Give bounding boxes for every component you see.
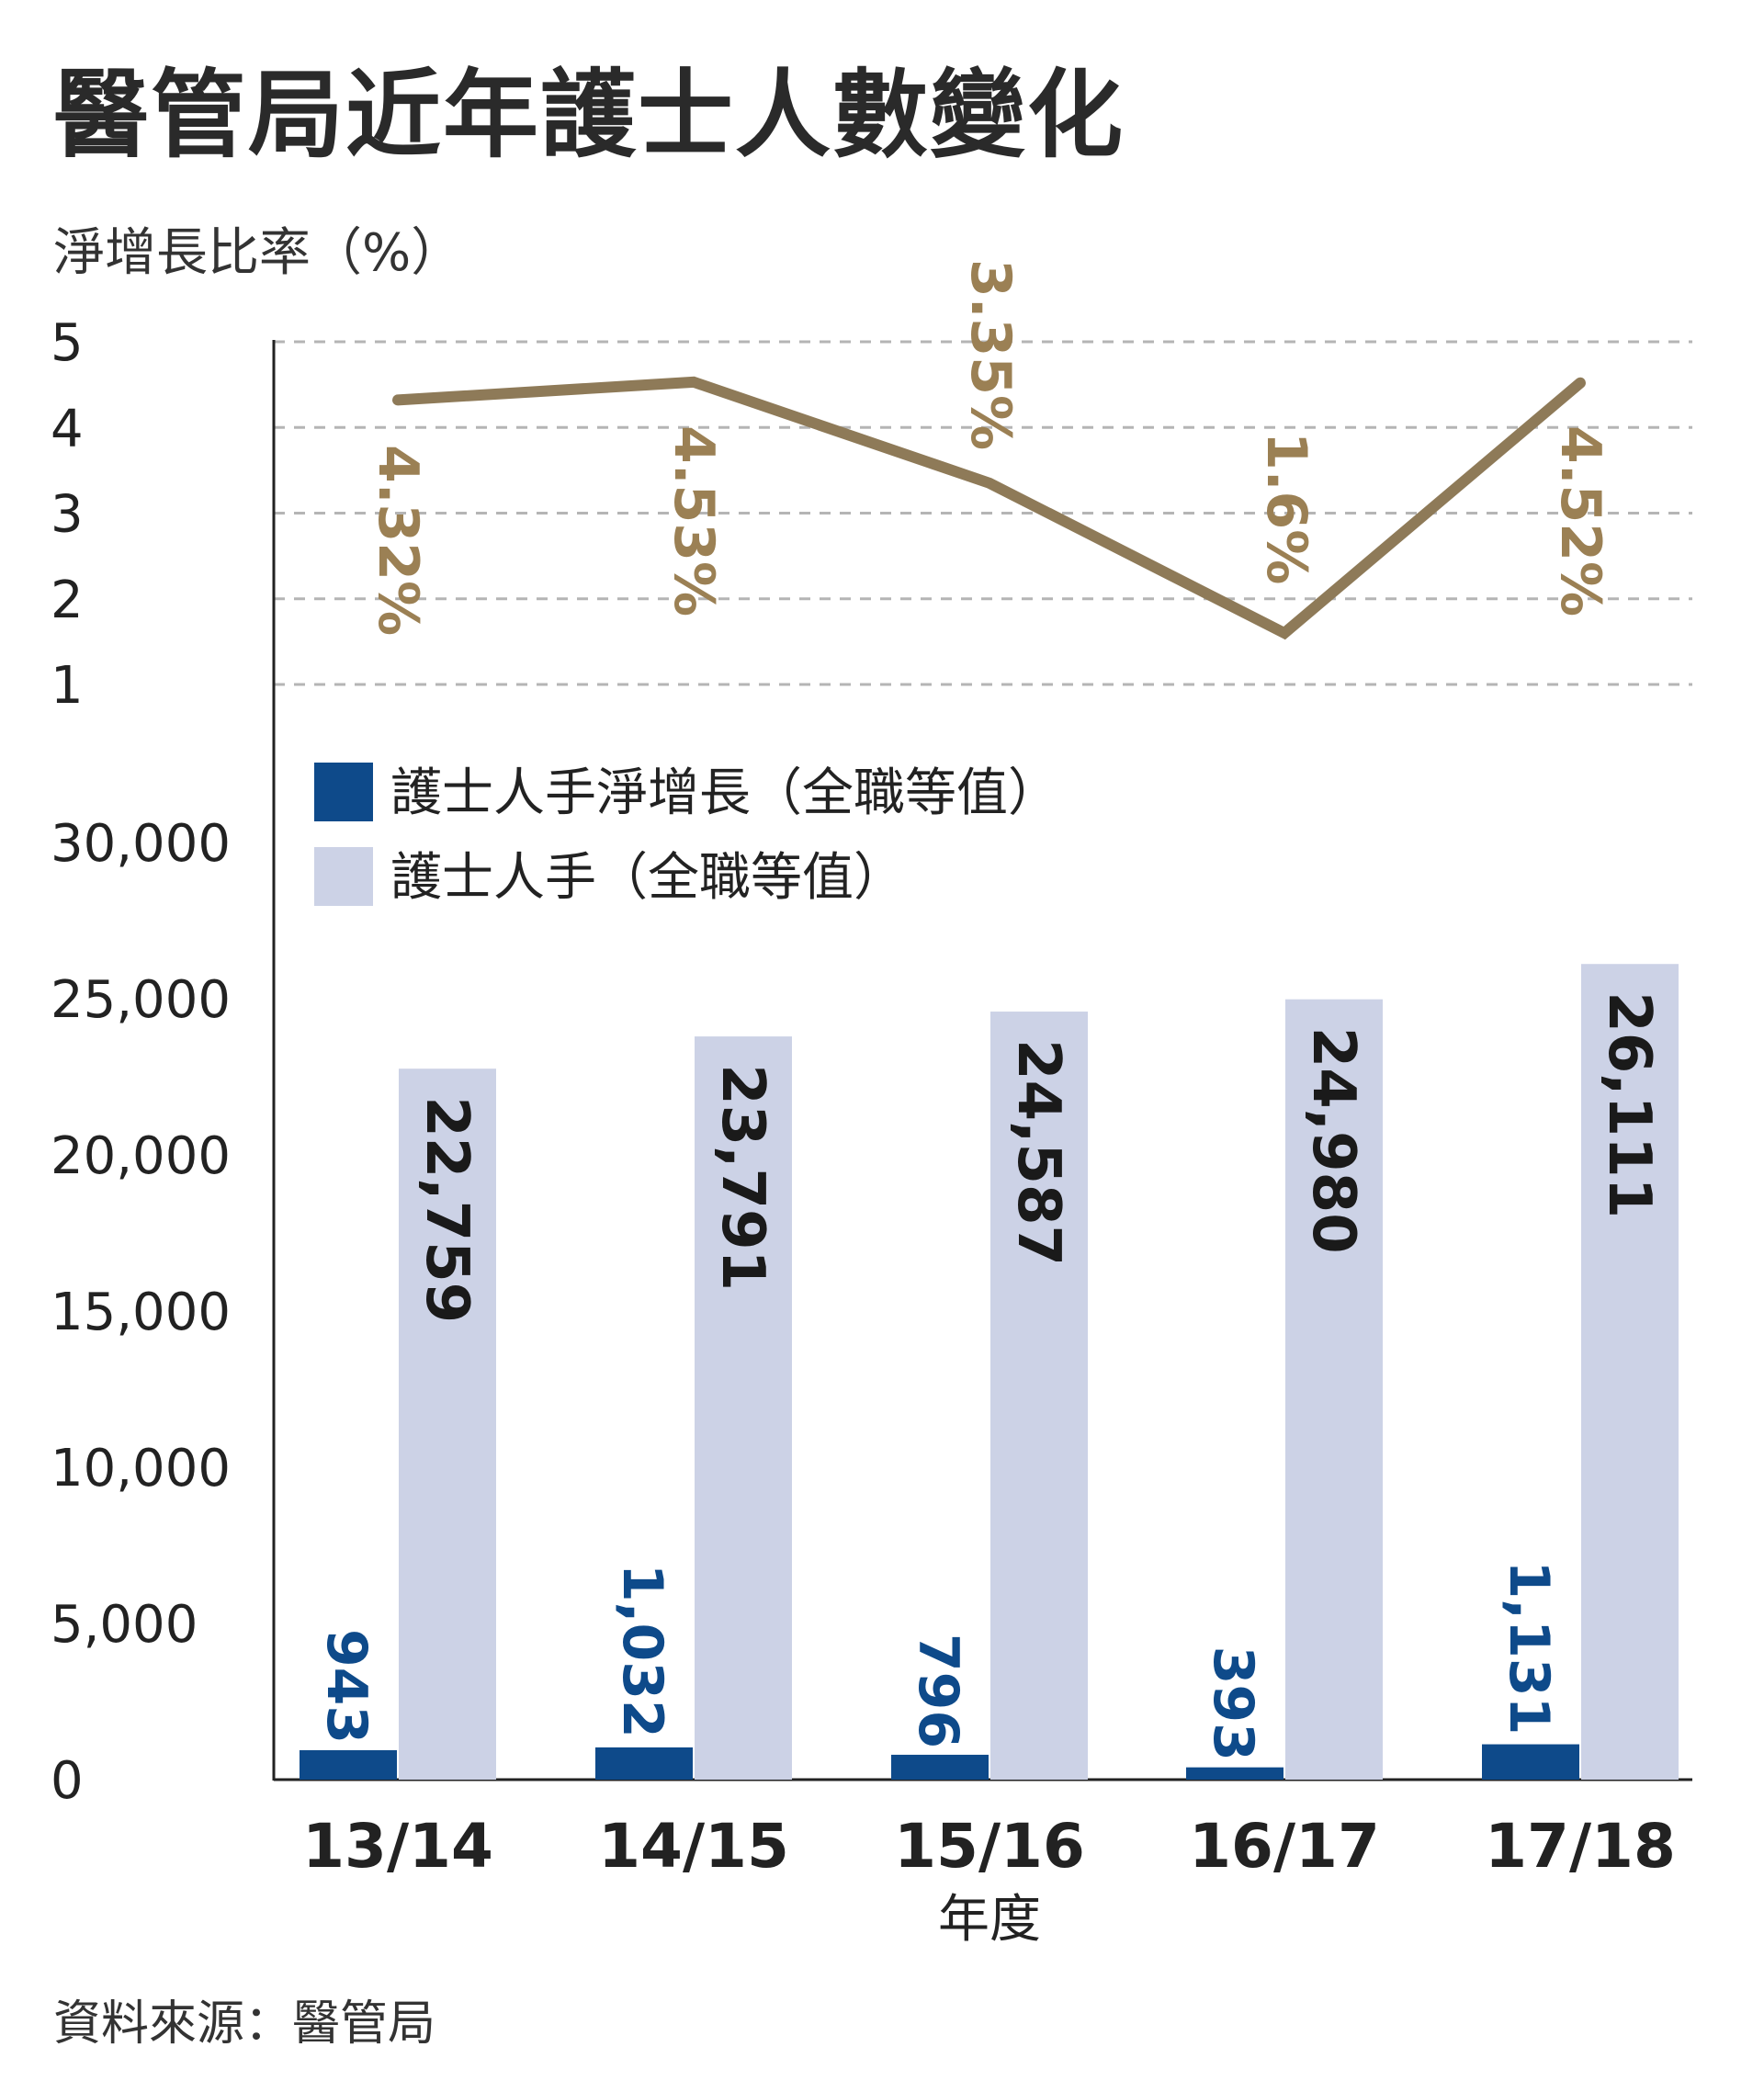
x-tick-label: 15/16 [894,1811,1085,1882]
legend-swatch-net [314,763,373,821]
bar-total-value-label: 24,587 [1004,1039,1072,1266]
bar-y-tick-label: 10,000 [51,1439,231,1498]
rate-line-point [989,481,990,484]
bar-total-nurses [695,1036,792,1780]
rate-line-point [693,380,695,383]
bar-y-tick-label: 0 [51,1751,84,1811]
bar-y-tick-label: 15,000 [51,1283,231,1342]
bar-total-nurses [1285,999,1383,1780]
rate-value-label: 1.6% [1254,432,1318,584]
x-tick-label: 17/18 [1485,1811,1676,1882]
line-y-tick-label: 3 [51,485,84,545]
line-y-tick-label: 5 [51,313,84,373]
chart-title: 醫管局近年護士人數變化 [53,59,1125,171]
rate-line-point [1579,381,1581,384]
rate-value-label: 3.35% [958,259,1023,450]
bar-net-growth [1186,1767,1283,1780]
bar-net-value-label: 796 [906,1634,970,1748]
x-axis-label: 年度 [938,1890,1041,1950]
bar-y-tick-label: 30,000 [51,814,231,874]
x-tick-label: 14/15 [598,1811,789,1882]
legend-label-total: 護士人手（全職等值） [390,848,905,908]
bar-net-value-label: 1,032 [610,1564,674,1738]
bar-y-tick-label: 20,000 [51,1126,231,1186]
bar-total-value-label: 22,759 [413,1096,481,1323]
line-y-tick-label: 2 [51,571,84,630]
rate-line-point [1283,632,1285,635]
bar-y-tick-label: 25,000 [51,970,231,1030]
bar-net-value-label: 1,131 [1497,1561,1561,1736]
line-y-axis-label: 淨增長比率（%） [53,223,463,283]
line-y-tick-label: 1 [51,656,84,716]
bar-total-value-label: 23,791 [708,1064,776,1291]
bar-net-growth [595,1747,693,1780]
bar-total-value-label: 24,980 [1299,1027,1367,1254]
bar-total-value-label: 26,111 [1595,991,1663,1218]
rate-value-label: 4.53% [662,425,726,616]
bar-total-nurses [1581,964,1679,1780]
bar-total-nurses [399,1069,496,1780]
bar-net-growth [1482,1744,1579,1780]
bar-net-growth [300,1749,397,1780]
legend-swatch-total [314,847,373,906]
rate-value-label: 4.52% [1548,425,1612,616]
legend-label-net: 護士人手淨增長（全職等值） [390,763,1059,823]
line-y-tick-label: 4 [51,399,84,458]
x-tick-label: 13/14 [302,1811,493,1882]
source-note: 資料來源：醫管局 [53,1996,436,2052]
bar-y-tick-label: 5,000 [51,1595,198,1655]
bar-total-nurses [990,1012,1088,1780]
rate-value-label: 4.32% [366,445,430,636]
bar-net-growth [891,1754,989,1780]
x-tick-label: 16/17 [1189,1811,1380,1882]
bar-net-value-label: 943 [314,1629,379,1744]
rate-line-point [397,399,399,401]
bar-net-value-label: 393 [1201,1646,1265,1761]
